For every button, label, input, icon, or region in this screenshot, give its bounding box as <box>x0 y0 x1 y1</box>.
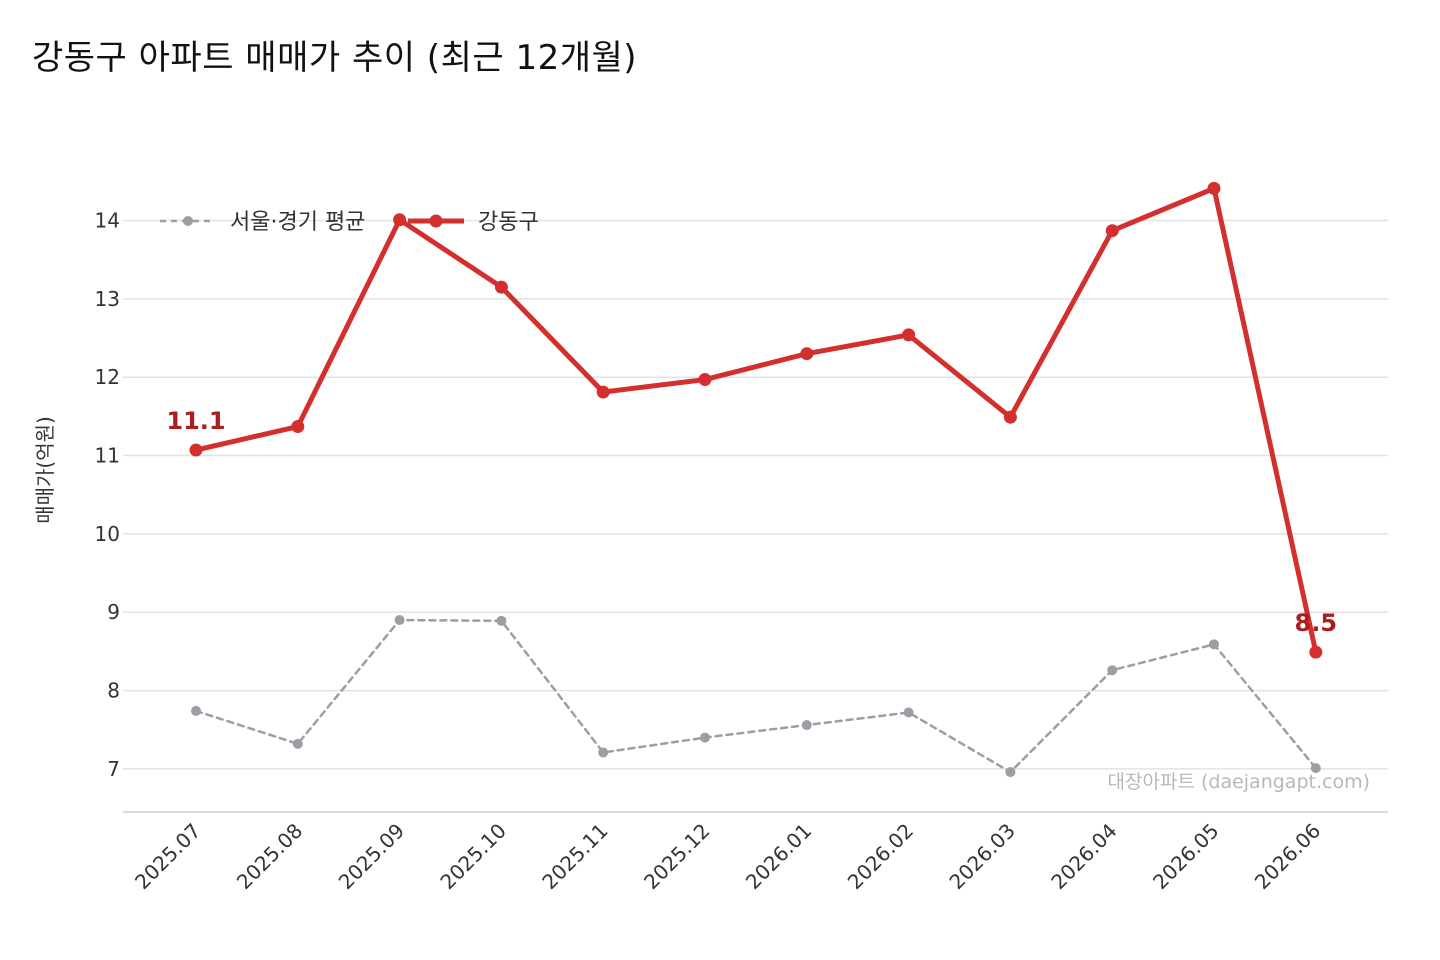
series-line-gangdong <box>193 185 1319 655</box>
y-tick-8: 8 <box>107 679 120 703</box>
legend-marker-seoul-gyeonggi-avg <box>183 216 193 226</box>
data-point-seoul-gyeonggi-avg-2026.05 <box>1209 639 1219 650</box>
data-point-seoul-gyeonggi-avg-2025.09 <box>394 615 405 626</box>
data-point-gangdong-2026.04 <box>1105 224 1119 238</box>
x-tick-2026.04: 2026.04 <box>1046 819 1121 894</box>
chart-title: 강동구 아파트 매매가 추이 (최근 12개월) <box>32 38 638 78</box>
y-tick-9: 9 <box>107 600 120 624</box>
data-point-gangdong-2025.07 <box>189 443 203 457</box>
watermark: 대장아파트 (daejangapt.com) <box>1108 771 1370 793</box>
data-point-seoul-gyeonggi-avg-2026.03 <box>1005 767 1016 778</box>
y-axis-label: 매매가(억원) <box>33 416 57 524</box>
data-point-seoul-gyeonggi-avg-2026.01 <box>801 720 812 731</box>
x-tick-2026.02: 2026.02 <box>843 819 918 894</box>
data-point-gangdong-2026.05 <box>1207 181 1221 195</box>
y-tick-11: 11 <box>95 444 120 468</box>
data-labels: 11.1 8.5 <box>166 407 1337 637</box>
data-point-seoul-gyeonggi-avg-2025.07 <box>191 705 201 716</box>
y-tick-10: 10 <box>95 522 120 546</box>
x-tick-2026.01: 2026.01 <box>741 819 816 894</box>
data-point-gangdong-2025.08 <box>291 420 305 434</box>
data-point-seoul-gyeonggi-avg-2025.10 <box>496 615 507 626</box>
legend: 서울·경기 평균 강동구 <box>160 210 539 235</box>
data-label-gangdong-2025.07: 11.1 <box>166 407 225 435</box>
legend-label-gangdong: 강동구 <box>478 210 539 235</box>
y-tick-14: 14 <box>95 209 120 233</box>
x-tick-2025.08: 2025.08 <box>232 819 307 894</box>
x-tick-2025.11: 2025.11 <box>537 819 612 894</box>
data-label-gangdong-2026.06: 8.5 <box>1295 609 1338 637</box>
x-tick-2026.06: 2026.06 <box>1250 819 1325 894</box>
x-tick-2025.09: 2025.09 <box>334 819 409 894</box>
data-point-gangdong-2026.02 <box>902 328 916 342</box>
data-point-gangdong-2025.09 <box>393 213 407 227</box>
data-point-seoul-gyeonggi-avg-2026.06 <box>1310 763 1321 774</box>
data-point-gangdong-2026.06 <box>1309 645 1323 659</box>
data-point-seoul-gyeonggi-avg-2025.11 <box>598 747 609 758</box>
data-point-gangdong-2026.01 <box>800 347 814 361</box>
y-tick-13: 13 <box>95 287 120 311</box>
legend-marker-gangdong <box>429 214 443 228</box>
data-point-gangdong-2025.12 <box>698 373 712 387</box>
x-tick-2026.05: 2026.05 <box>1148 819 1223 894</box>
data-point-seoul-gyeonggi-avg-2025.08 <box>292 738 303 749</box>
data-point-gangdong-2025.11 <box>596 385 610 399</box>
y-tick-12: 12 <box>95 365 120 389</box>
x-tick-2025.07: 2025.07 <box>130 819 205 894</box>
y-tick-labels: 7 8 9 10 11 12 13 14 <box>95 209 120 781</box>
data-point-gangdong-2026.03 <box>1003 410 1017 424</box>
x-tick-labels: 2025.07 2025.08 2025.09 2025.10 2025.11 2025.… <box>130 819 1325 894</box>
series-line-seoul-gyeonggi-avg <box>194 618 1318 774</box>
x-tick-2026.03: 2026.03 <box>944 819 1019 894</box>
series-layer <box>189 181 1323 778</box>
data-point-seoul-gyeonggi-avg-2026.04 <box>1107 665 1118 676</box>
x-tick-2025.12: 2025.12 <box>639 819 714 894</box>
legend-label-seoul-gyeonggi-avg: 서울·경기 평균 <box>230 210 365 235</box>
data-point-gangdong-2025.10 <box>494 280 508 294</box>
x-tick-2025.10: 2025.10 <box>435 819 510 894</box>
y-tick-7: 7 <box>107 757 120 781</box>
data-point-seoul-gyeonggi-avg-2026.02 <box>903 707 914 718</box>
grid-lines <box>123 219 1388 770</box>
data-point-seoul-gyeonggi-avg-2025.12 <box>700 732 710 743</box>
